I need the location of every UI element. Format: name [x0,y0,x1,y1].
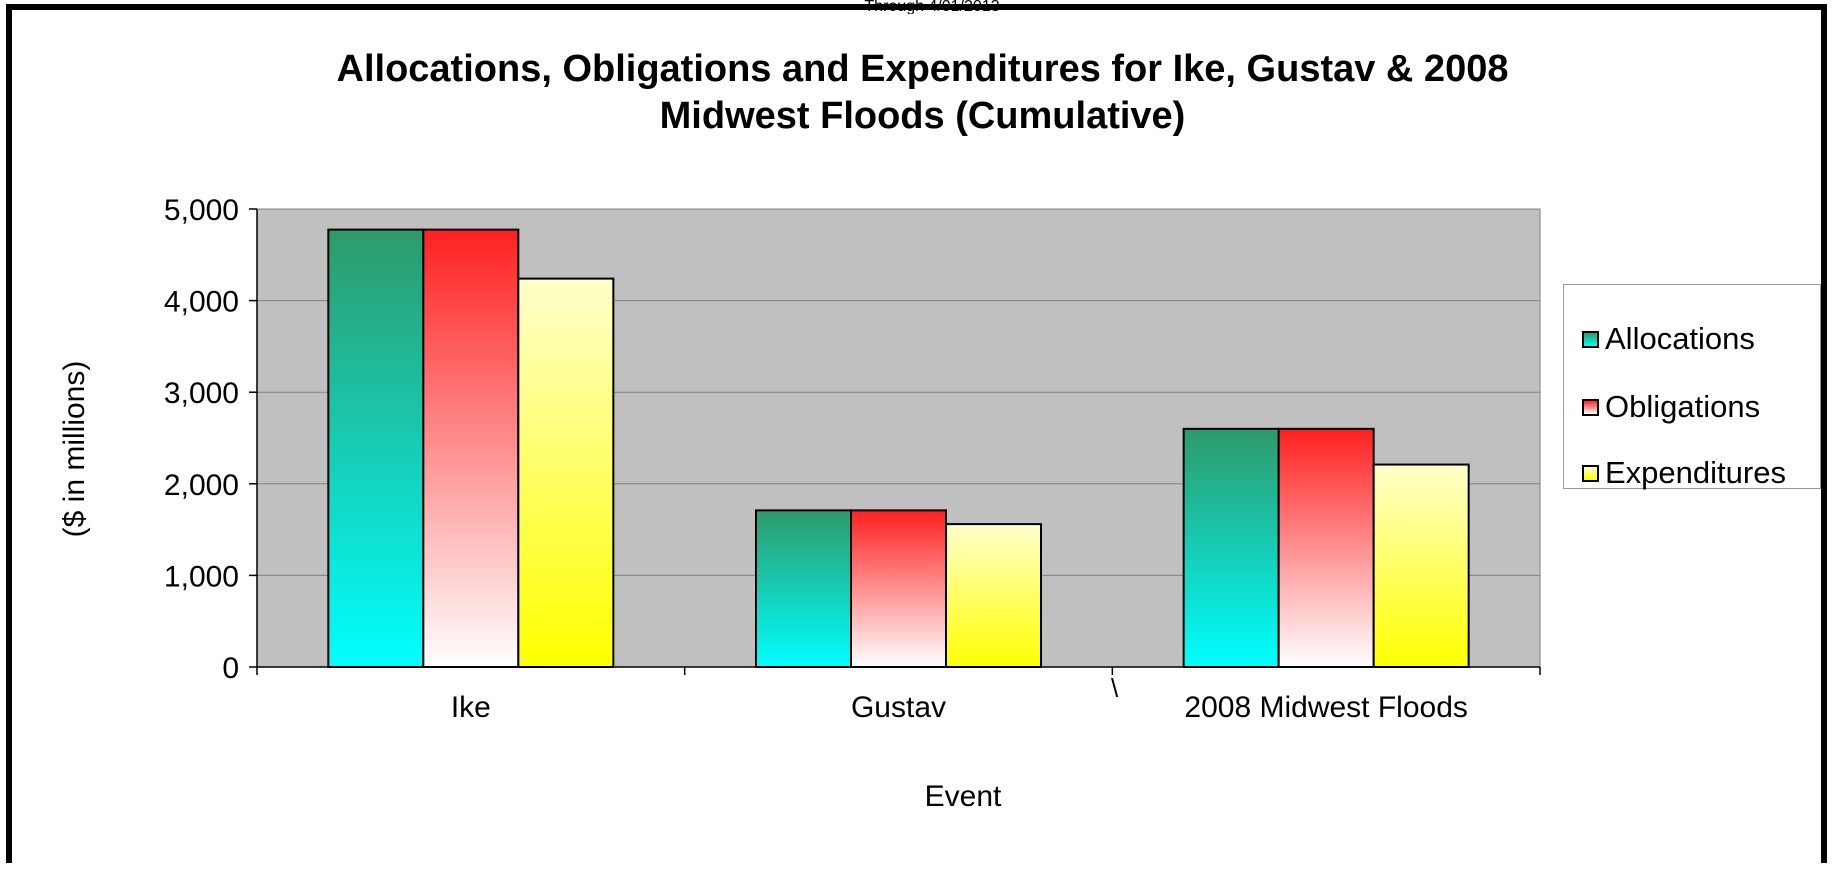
x-tick-label-0: Ike [451,691,491,724]
x-tick-label-1: Gustav [851,691,946,724]
legend-item-allocations: Allocations [1582,319,1755,359]
chart-title-line-1: Allocations, Obligations and Expenditure… [336,48,1509,90]
bar-expenditures-2 [1372,463,1470,668]
legend-label-expenditures: Expenditures [1605,455,1786,490]
chart-title-line-2: Midwest Floods (Cumulative) [659,95,1186,137]
x-tick-label-2: 2008 Midwest Floods [1184,691,1467,724]
legend-item-obligations: Obligations [1582,387,1760,427]
bar-obligations-1 [850,509,947,669]
bar-expenditures-0 [517,277,615,668]
legend-label-allocations: Allocations [1605,321,1755,356]
x-tick-labels: Ike Gustav 2008 Midwest Floods [451,691,1468,724]
bar-obligations-0 [422,228,520,669]
legend: Allocations Obligations Expenditures [1563,284,1821,490]
y-tick-labels: 0 1,000 2,000 3,000 4,000 5,000 [164,194,239,685]
bar-allocations-2 [1182,427,1280,668]
bars [327,228,1470,669]
legend-swatch-expenditures [1582,464,1599,482]
chart-title: Allocations, Obligations and Expenditure… [12,46,1833,140]
y-tick-label-4000: 4,000 [164,286,239,319]
axes [249,208,1541,675]
bar-allocations-0 [327,228,425,669]
y-tick-label-2000: 2,000 [164,469,239,502]
legend-swatch-allocations [1582,330,1599,348]
y-tick-label-1000: 1,000 [164,560,239,593]
legend-label-obligations: Obligations [1605,389,1761,424]
stray-mark: \ [1111,673,1119,703]
top-clipped-caption: Through 4/01/2013 [864,0,1000,14]
y-tick-label-0: 0 [222,652,239,685]
y-tick-label-3000: 3,000 [164,377,239,410]
bar-allocations-1 [755,509,852,669]
x-axis-label: Event [925,780,1002,813]
legend-swatch-obligations [1582,398,1599,416]
legend-item-expenditures: Expenditures [1582,453,1786,493]
bar-expenditures-1 [945,523,1042,668]
y-axis-label: ($ in millions) [58,361,91,538]
bar-obligations-2 [1277,427,1375,668]
y-tick-label-5000: 5,000 [164,194,239,227]
